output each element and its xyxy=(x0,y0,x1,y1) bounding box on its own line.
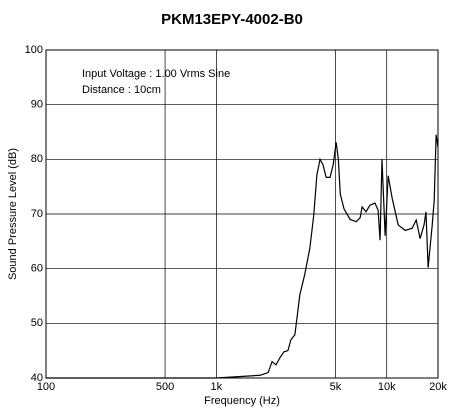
x-tick-label: 100 xyxy=(37,381,55,393)
y-tick-label: 80 xyxy=(31,153,43,165)
y-tick-label: 100 xyxy=(25,44,43,56)
y-tick-label: 60 xyxy=(31,263,43,275)
x-tick-label: 5k xyxy=(330,381,342,393)
x-tick-label: 20k xyxy=(429,381,447,393)
y-tick-label: 70 xyxy=(31,208,43,220)
line xyxy=(46,134,439,379)
plot-frame xyxy=(45,49,439,379)
x-tick-label: 10k xyxy=(378,381,396,393)
y-axis-label: Sound Pressure Level (dB) xyxy=(7,148,19,280)
annotation: Distance : 10cm xyxy=(82,84,161,96)
x-axis-label: Frequency (Hz) xyxy=(204,395,280,407)
annotation: Input Voltage : 1.00 Vrms Sine xyxy=(82,68,230,80)
y-tick-label: 90 xyxy=(31,99,43,111)
chart-title: PKM13EPY-4002-B0 xyxy=(161,11,303,28)
x-tick-label: 1k xyxy=(211,381,223,393)
x-tick-label: 500 xyxy=(156,381,174,393)
y-tick-label: 40 xyxy=(31,372,43,384)
y-tick-label: 50 xyxy=(31,317,43,329)
